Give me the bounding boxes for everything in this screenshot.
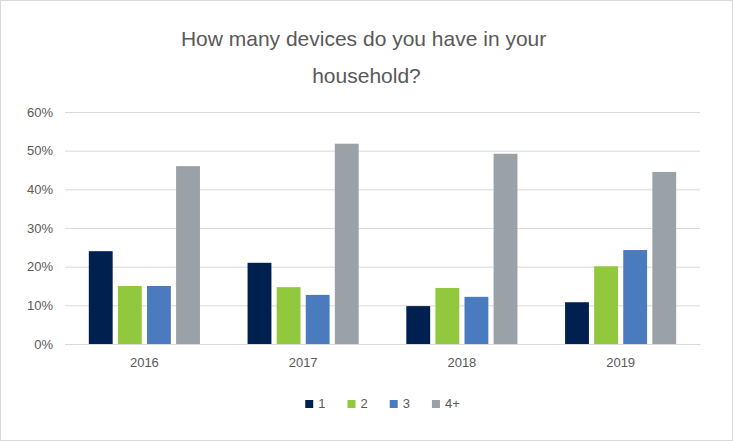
grid-line (65, 112, 700, 113)
bar (565, 302, 589, 344)
legend-swatch (432, 400, 440, 408)
y-tick-label: 40% (27, 182, 53, 197)
y-tick-label: 60% (27, 105, 53, 120)
legend-label: 2 (360, 396, 367, 411)
x-tick-label: 2017 (289, 355, 318, 370)
bar (652, 172, 676, 344)
bar (277, 287, 301, 344)
bar (406, 306, 430, 344)
legend-item: 2 (347, 396, 367, 411)
bar (176, 166, 200, 344)
bars (89, 144, 676, 344)
y-tick: 30% (27, 221, 700, 236)
bar (464, 297, 488, 344)
chart-border (1, 1, 733, 441)
bar (248, 263, 272, 344)
y-tick-label: 30% (27, 221, 53, 236)
x-tick-label: 2016 (130, 355, 159, 370)
legend-item: 3 (390, 396, 410, 411)
grid-line (65, 228, 700, 229)
chart: How many devices do you have in your hou… (0, 0, 733, 441)
legend-label: 4+ (445, 396, 460, 411)
y-tick-label: 20% (27, 259, 53, 274)
title-line: How many devices do you have in your (181, 27, 552, 50)
y-tick-label: 0% (34, 337, 53, 352)
x-axis-line (66, 344, 701, 345)
legend-swatch (390, 400, 398, 408)
bar (435, 288, 459, 344)
legend-swatch (347, 400, 355, 408)
y-tick: 60% (27, 105, 700, 120)
y-tick-label: 50% (27, 143, 53, 158)
bar (594, 266, 618, 344)
legend-label: 1 (318, 396, 325, 411)
legend-swatch (305, 400, 313, 408)
bar (494, 154, 518, 344)
legend-label: 3 (403, 396, 410, 411)
y-tick-label: 10% (27, 298, 53, 313)
x-axis: 2016 2017 2018 2019 (66, 344, 701, 370)
x-tick: 2018 (447, 344, 476, 370)
bar (623, 250, 647, 344)
title: How many devices do you have in your hou… (181, 27, 552, 87)
bar (89, 251, 113, 344)
legend: 1 2 3 4+ (305, 396, 460, 411)
x-tick-label: 2019 (606, 355, 635, 370)
grid-line (65, 344, 700, 345)
bar (335, 144, 359, 344)
bar (306, 295, 330, 344)
bar (118, 286, 142, 344)
y-axis: 0% 10% 20% 30% 40% 50% 60% (27, 105, 700, 352)
legend-item: 4+ (432, 396, 460, 411)
title-line: household? (312, 64, 421, 87)
x-tick: 2017 (289, 344, 318, 370)
grid-line (65, 189, 700, 190)
x-tick-label: 2018 (447, 355, 476, 370)
x-tick: 2016 (130, 344, 159, 370)
y-tick: 40% (27, 182, 700, 197)
y-tick: 50% (27, 143, 700, 158)
grid-line (65, 151, 700, 152)
bar (147, 286, 171, 344)
x-tick: 2019 (606, 344, 635, 370)
legend-item: 1 (305, 396, 325, 411)
